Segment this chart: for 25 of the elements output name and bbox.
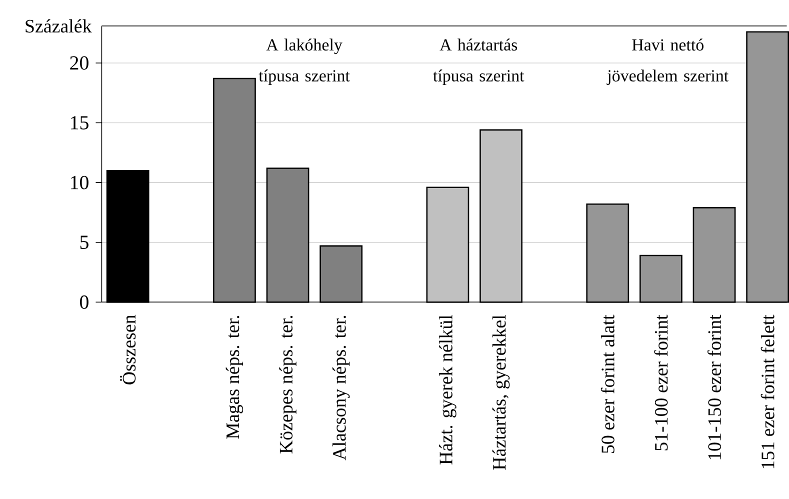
x-tick-label: Háztartás, gyerekkel — [492, 315, 510, 470]
bar — [692, 207, 736, 303]
x-tick-label: 50 ezer forint alatt — [600, 314, 614, 454]
y-tick-label: 5 — [80, 236, 88, 250]
x-tick-label: Házt. gyerek nélkül — [439, 315, 456, 465]
y-axis-title: Százalék — [26, 19, 92, 33]
x-tick-label: Összesen — [120, 315, 136, 385]
annotation: Havi nettó jövedelem szerint — [606, 38, 729, 86]
bar — [586, 204, 630, 303]
bar — [640, 255, 682, 303]
annotation: A lakóhely típusa szerint — [258, 38, 350, 86]
y-tick-label: 20 — [70, 56, 88, 70]
annotation: A háztartás típusa szerint — [433, 38, 524, 86]
y-tick-label: 0 — [80, 296, 88, 310]
x-tick-label: Magas néps. ter. — [226, 316, 244, 439]
bar — [426, 186, 470, 303]
y-tick-label: 10 — [71, 176, 88, 190]
x-tick-label: 101-150 ezer forint — [708, 314, 722, 460]
x-tick-label: 151 ezer forint felett — [760, 314, 774, 468]
y-tick-label: 15 — [71, 116, 88, 130]
x-tick-label: Közepes néps. ter. — [279, 316, 296, 454]
bar — [106, 170, 150, 303]
bar — [480, 130, 522, 303]
x-tick-label: Alacsony néps. ter. — [332, 316, 350, 460]
x-tick-label: 51-100 ezer forint — [654, 314, 668, 451]
